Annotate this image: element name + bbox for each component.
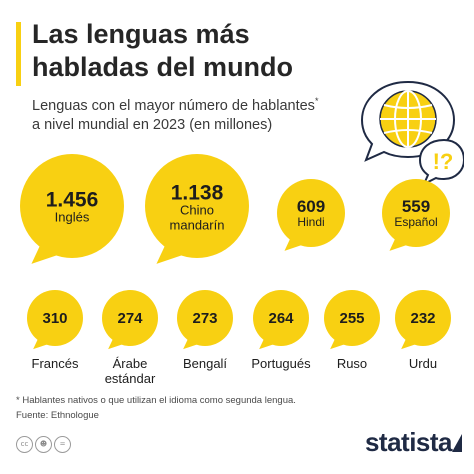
bubble-label: Francés bbox=[32, 356, 79, 371]
footnote-source: Fuente: Ethnologue bbox=[16, 410, 99, 421]
bubble bbox=[20, 154, 124, 258]
bubble-value: 255 bbox=[339, 310, 364, 327]
bubble-value: 232 bbox=[410, 310, 435, 327]
bubble-value: 310 bbox=[42, 310, 67, 327]
bubble-item: 255 Ruso bbox=[324, 290, 380, 371]
cc-icon[interactable]: cc bbox=[16, 436, 33, 453]
bubble-value: 1.456 bbox=[46, 189, 99, 212]
brand-wave-icon bbox=[452, 434, 462, 452]
equals-icon[interactable]: = bbox=[54, 436, 71, 453]
bubble-value: 1.138 bbox=[171, 182, 224, 205]
subtitle-footnote-mark: * bbox=[314, 96, 319, 106]
bubble bbox=[27, 290, 83, 346]
bubble bbox=[395, 290, 451, 346]
bubble-label: Bengalí bbox=[183, 356, 227, 371]
bubble-label: mandarín bbox=[170, 218, 225, 233]
bubble-label: Ruso bbox=[337, 356, 367, 371]
bubble bbox=[253, 290, 309, 346]
bubble bbox=[145, 154, 249, 258]
bubble-label: Chino bbox=[180, 203, 214, 218]
footnote-block: * Hablantes nativos o que utilizan el id… bbox=[16, 393, 456, 423]
footnote-note: * Hablantes nativos o que utilizan el id… bbox=[16, 395, 296, 406]
bubble-item: 264 Portugués bbox=[251, 290, 311, 371]
bubble-value: 273 bbox=[192, 310, 217, 327]
bubble bbox=[277, 179, 345, 247]
page-subtitle: Lenguas con el mayor número de hablantes… bbox=[32, 92, 362, 135]
bubble-value: 264 bbox=[268, 310, 294, 327]
bubble bbox=[382, 179, 450, 247]
bubble-label: estándar bbox=[105, 371, 156, 386]
bubble-value: 609 bbox=[297, 197, 325, 216]
bubble-label: Árabe bbox=[113, 356, 148, 371]
bubble bbox=[102, 290, 158, 346]
speech-bubbles-globe-question-icon: !? bbox=[360, 80, 464, 184]
bubble-label: Español bbox=[394, 215, 437, 229]
title-accent-bar bbox=[16, 22, 21, 86]
page-title: Las lenguas más habladas del mundo bbox=[32, 19, 294, 82]
brand-logo[interactable]: statista bbox=[364, 427, 453, 457]
subtitle-line2: a nivel mundial en 2023 (en millones) bbox=[32, 116, 273, 133]
bubble-item: 273 Bengalí bbox=[177, 290, 233, 371]
bubble-label: Hindi bbox=[297, 215, 324, 229]
bubble bbox=[177, 290, 233, 346]
bubble-item: 232 Urdu bbox=[395, 290, 451, 371]
by-icon[interactable]: ☻ bbox=[35, 436, 52, 453]
bubble bbox=[324, 290, 380, 346]
bubble-label: Urdu bbox=[409, 356, 437, 371]
bubble-label: Portugués bbox=[251, 356, 311, 371]
bubble-value: 559 bbox=[402, 197, 430, 216]
hero-mark: !? bbox=[433, 149, 454, 174]
bubble-label: Inglés bbox=[55, 210, 90, 225]
license-icons: cc ☻ = bbox=[16, 436, 71, 453]
bubble-item: 310 Francés bbox=[27, 290, 83, 371]
bubble-value: 274 bbox=[117, 310, 143, 327]
subtitle-line1: Lenguas con el mayor número de hablantes bbox=[32, 97, 315, 114]
